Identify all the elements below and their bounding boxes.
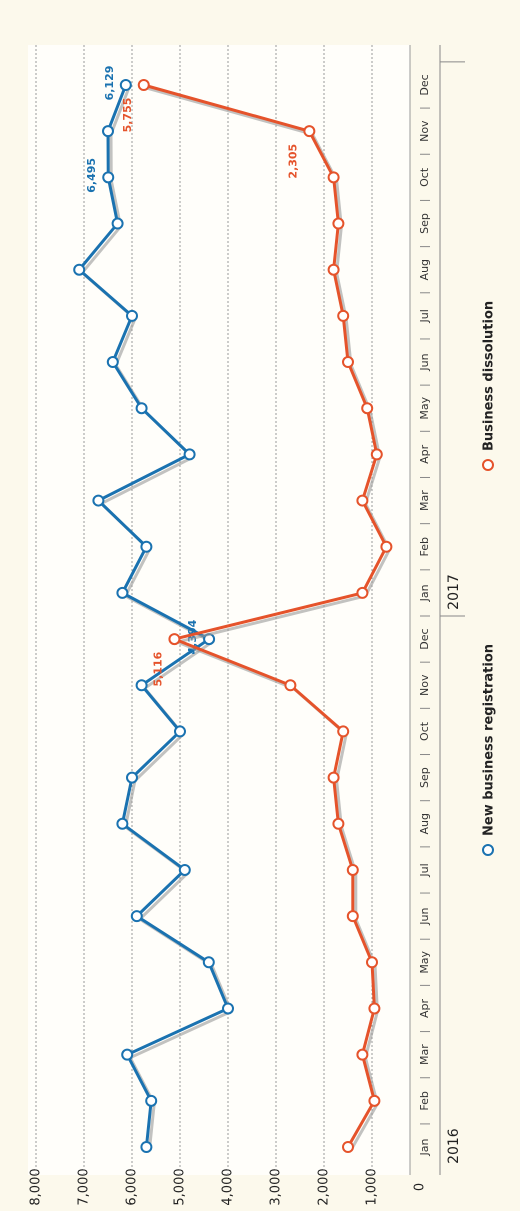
legend-marker: [482, 459, 494, 471]
value-label: 2,305: [286, 144, 299, 179]
point: [121, 1048, 134, 1061]
value-label: 6,129: [103, 66, 116, 101]
y-tick-label: 6,000: [125, 1168, 140, 1205]
point: [332, 217, 345, 230]
x-tick-label: May: [418, 396, 431, 419]
x-tick-label: Dec: [418, 74, 431, 95]
x-tick-label: Aug: [418, 259, 431, 280]
y-tick-label: 2,000: [317, 1168, 332, 1205]
point: [380, 540, 393, 553]
plot-area: [28, 45, 410, 1175]
point: [140, 1141, 153, 1153]
point: [346, 863, 359, 876]
x-tick-label: Jan: [418, 1138, 431, 1156]
x-tick-label: Apr: [418, 444, 431, 464]
point: [137, 79, 150, 91]
point: [327, 771, 340, 784]
point: [370, 448, 383, 461]
point: [126, 309, 138, 322]
x-tick-label: Nov: [418, 674, 431, 696]
point: [140, 540, 153, 553]
point: [168, 633, 181, 646]
point: [337, 309, 350, 322]
series-line: [77, 84, 230, 1148]
point: [222, 1002, 234, 1015]
point: [116, 817, 129, 830]
point: [356, 586, 369, 599]
point: [284, 679, 297, 692]
legend-label: New business registration: [482, 644, 497, 836]
line-shadow: [146, 86, 392, 1151]
x-tick-label: Nov: [418, 120, 431, 142]
point: [135, 679, 148, 692]
x-tick-label: Aug: [418, 813, 431, 834]
point: [116, 586, 129, 599]
y-tick-label: 1,000: [365, 1168, 380, 1205]
x-tick-label: Feb: [418, 1091, 431, 1110]
point: [202, 956, 215, 969]
x-tick-label: Jan: [418, 584, 431, 602]
point: [346, 910, 359, 923]
value-label: 6,495: [85, 158, 98, 193]
x-tick-label: Sep: [418, 213, 431, 234]
point: [92, 494, 105, 507]
x-tick-label: May: [418, 950, 431, 973]
y-tick-label: 0: [413, 1183, 428, 1191]
value-label: 5,116: [151, 651, 164, 686]
point: [119, 79, 132, 91]
x-tick-label: Dec: [418, 628, 431, 649]
legend-marker: [482, 844, 494, 856]
point: [102, 171, 115, 184]
point: [102, 125, 114, 138]
point: [368, 1094, 381, 1107]
point: [106, 356, 119, 369]
point: [337, 725, 350, 738]
y-tick-label: 8,000: [29, 1168, 44, 1205]
x-tick-label: Oct: [418, 167, 431, 187]
point: [174, 725, 186, 738]
year-label: 2016: [446, 1128, 462, 1164]
y-tick-label: 7,000: [77, 1168, 92, 1205]
x-tick-label: Jul: [418, 863, 431, 877]
point: [303, 125, 316, 138]
point: [183, 448, 196, 461]
series-line: [143, 83, 389, 1148]
point: [366, 956, 378, 969]
point: [130, 910, 143, 923]
point: [327, 171, 340, 184]
year-label: 2017: [446, 574, 462, 610]
point: [111, 217, 124, 230]
x-tick-label: Jul: [418, 309, 431, 323]
point: [145, 1094, 158, 1107]
point: [73, 263, 86, 276]
point: [342, 1141, 354, 1153]
point: [356, 1048, 369, 1061]
point: [356, 494, 369, 507]
point: [327, 263, 340, 276]
x-tick-label: Oct: [418, 721, 431, 741]
x-tick-label: Mar: [418, 1044, 431, 1065]
x-tick-label: Jun: [418, 908, 431, 926]
point: [342, 356, 354, 369]
x-tick-label: Apr: [418, 998, 431, 1018]
y-tick-label: 3,000: [269, 1168, 284, 1205]
y-tick-label: 5,000: [173, 1168, 188, 1205]
point: [368, 1002, 381, 1015]
point: [126, 771, 138, 784]
legend-label: Business dissolution: [482, 301, 497, 451]
point: [361, 402, 374, 415]
y-tick-label: 4,000: [221, 1168, 236, 1205]
point: [332, 817, 345, 830]
point: [135, 402, 148, 415]
point: [178, 863, 191, 876]
value-label: 5,755: [121, 98, 134, 133]
x-tick-label: Mar: [418, 490, 431, 511]
x-tick-label: Jun: [418, 353, 431, 371]
x-tick-label: Feb: [418, 537, 431, 556]
x-tick-label: Sep: [418, 767, 431, 788]
